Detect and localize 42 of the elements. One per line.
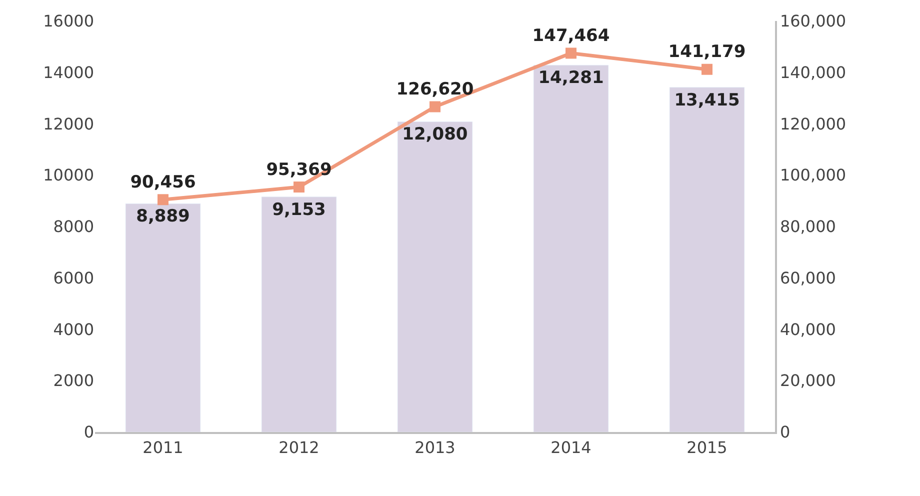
y2-tick-label: 80,000 [780,217,836,236]
y-tick-label: 10000 [43,166,94,185]
bar [125,203,201,432]
y2-tick-label: 40,000 [780,320,836,339]
point [158,194,168,206]
y2-tick-label: 0 [780,422,790,442]
point [566,48,576,59]
y-tick-label: 0 [84,422,94,442]
data-label: 126,620 [396,80,474,100]
data-label: 8,889 [136,206,190,227]
x-tick-label: 2011 [142,438,184,457]
x-tick-label: 2015 [686,438,728,457]
x-tick-label: 2012 [278,438,320,457]
data-label: 147,464 [532,26,610,46]
data-label: 9,153 [272,200,326,220]
y2-tick-label: 100,000 [780,166,846,185]
data-label: 12,080 [402,124,468,145]
data-label: 141,179 [668,42,746,62]
y-tick-label: 4000 [53,320,94,339]
y-tick-label: 6000 [53,268,94,288]
data-label: 90,456 [130,172,196,193]
y-tick-label: 16000 [43,12,94,31]
y2-tick-label: 160,000 [780,12,846,31]
y-tick-label: 2000 [53,371,94,390]
y2-tick-label: 20,000 [780,371,836,390]
bar [261,196,337,432]
y-tick-label: 8000 [53,217,94,236]
bar [533,64,609,432]
y-tick-label: 12000 [43,114,94,134]
y2-tick-label: 140,000 [780,62,846,82]
y2-tick-label: 60,000 [780,268,836,288]
x-tick-label: 2014 [550,438,592,457]
point [294,182,304,193]
bar [669,87,745,432]
x-tick-label: 2013 [414,438,456,457]
point [430,101,440,112]
bar [397,121,473,432]
y-tick-label: 14000 [43,62,94,82]
data-label: 14,281 [538,68,604,88]
point [702,64,712,75]
data-label: 13,415 [674,90,740,110]
y2-tick-label: 120,000 [780,114,846,134]
